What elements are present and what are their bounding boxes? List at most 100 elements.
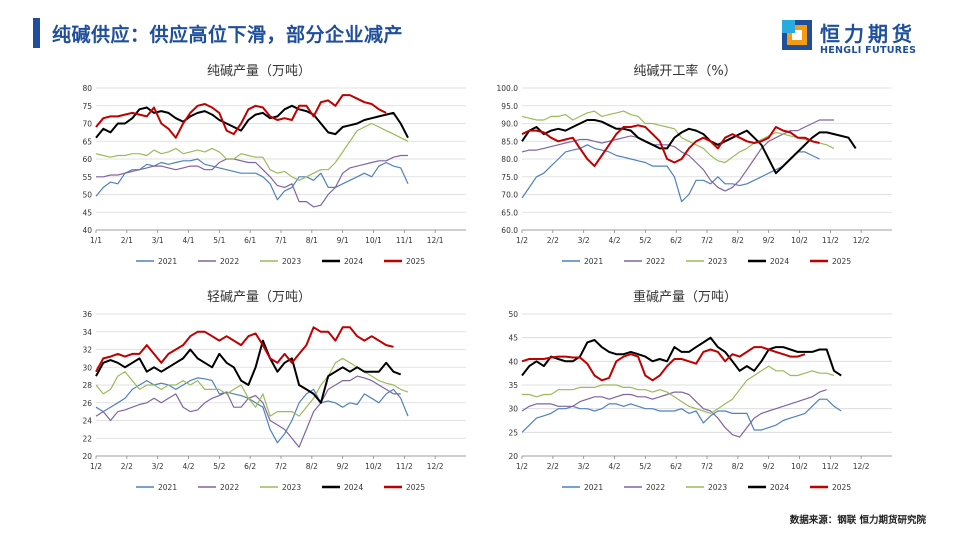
x-tick-label: 3/2	[152, 462, 164, 471]
x-tick-label: 2/1	[121, 236, 133, 245]
legend-label: 2025	[406, 257, 425, 266]
chart-panel-dense-soda: 重碱产量（万吨） 20 25 30 35 40 45 50 1/2 2/2 3/2 4/2 5/2 6/…	[470, 286, 900, 511]
legend-label: 2023	[282, 483, 301, 492]
series-line-2025	[521, 346, 806, 382]
legend-label: 2022	[220, 257, 239, 266]
x-tick-label: 1/2	[516, 236, 528, 245]
data-source-note: 数据来源：钢联 恒力期货研究院	[789, 515, 926, 526]
x-tick-label: 9/1	[337, 236, 349, 245]
chart-title: 纯碱产量（万吨）	[206, 64, 311, 79]
y-tick-label: 65	[82, 137, 92, 146]
series-line-2025	[95, 94, 387, 139]
y-tick-label: 45	[82, 208, 92, 217]
x-tick-label: 8/2	[732, 462, 744, 471]
series-line-2021	[521, 144, 820, 203]
x-tick-label: 12/2	[427, 462, 444, 471]
legend-label: 2021	[584, 257, 603, 266]
chart-operating-rate: 60.0 65.0 70.0 75.0 80.0 85.0 90.0 95.0 100.0 1/2…	[497, 84, 892, 266]
legend-label: 2022	[646, 483, 665, 492]
y-tick-label: 20	[82, 452, 92, 461]
x-tick-label: 11/1	[396, 236, 413, 245]
y-tick-label: 75.0	[501, 173, 518, 182]
y-tick-label: 80	[82, 84, 92, 93]
logo-mark-icon	[782, 20, 812, 50]
x-tick-label: 3/2	[578, 236, 590, 245]
x-tick-label: 2/2	[547, 462, 559, 471]
x-tick-label: 11/2	[822, 236, 839, 245]
y-tick-label: 40	[82, 226, 92, 235]
x-tick-label: 1/1	[90, 236, 102, 245]
chart-title: 轻碱产量（万吨）	[206, 290, 311, 305]
series-line-2022	[95, 375, 401, 448]
x-tick-label: 9/2	[763, 236, 775, 245]
y-tick-label: 75	[82, 102, 92, 111]
y-tick-label: 80.0	[501, 155, 518, 164]
x-tick-label: 5/1	[213, 236, 225, 245]
series-line-2024	[521, 336, 842, 377]
legend-label: 2023	[708, 483, 727, 492]
y-tick-label: 20	[508, 452, 518, 461]
x-tick-label: 5/2	[213, 462, 225, 471]
x-tick-label: 4/2	[182, 462, 194, 471]
y-tick-label: 30	[82, 363, 92, 372]
x-tick-label: 5/2	[639, 462, 651, 471]
legend-label: 2022	[646, 257, 665, 266]
legend-label: 2023	[708, 257, 727, 266]
series-line-2021	[95, 377, 409, 444]
x-tick-label: 12/2	[853, 236, 870, 245]
x-tick-label: 6/2	[244, 462, 256, 471]
legend-label: 2021	[158, 483, 177, 492]
y-tick-label: 22	[82, 434, 92, 443]
y-tick-label: 25	[508, 428, 518, 437]
logo-name-en: HENGLI FUTURES	[820, 45, 917, 56]
x-tick-label: 12/1	[427, 236, 444, 245]
x-tick-label: 10/2	[365, 462, 382, 471]
legend-label: 2023	[282, 257, 301, 266]
y-tick-label: 26	[82, 399, 92, 408]
series-line-2025	[95, 326, 394, 373]
legend-label: 2024	[770, 483, 789, 492]
x-tick-label: 8/2	[732, 236, 744, 245]
series-line-2024	[521, 119, 857, 175]
chart-title: 重碱产量（万吨）	[632, 290, 737, 305]
y-tick-label: 70	[82, 120, 92, 129]
y-tick-label: 50	[82, 191, 92, 200]
legend-label: 2021	[158, 257, 177, 266]
x-tick-label: 7/2	[275, 462, 287, 471]
x-tick-label: 2/2	[121, 462, 133, 471]
x-tick-label: 8/1	[306, 236, 318, 245]
y-tick-label: 60	[82, 155, 92, 164]
series-line-2021	[521, 398, 842, 433]
chart-soda-ash-output: 40 45 50 55 60 65 70 75 80 1/1 2/1 3/1 4/1 5/1 6/1 7/1 8…	[82, 84, 466, 266]
y-tick-label: 40	[508, 357, 518, 366]
y-tick-label: 34	[82, 328, 92, 337]
y-tick-label: 55	[82, 173, 92, 182]
y-tick-label: 100.0	[497, 84, 519, 93]
legend-label: 2024	[344, 257, 363, 266]
x-tick-label: 3/2	[578, 462, 590, 471]
legend-label: 2024	[770, 257, 789, 266]
x-tick-label: 1/2	[90, 462, 102, 471]
series-line-2022	[521, 389, 827, 438]
series-line-2023	[95, 357, 409, 417]
y-tick-label: 30	[508, 405, 518, 414]
x-tick-label: 5/2	[639, 236, 651, 245]
series-line-2023	[522, 365, 835, 415]
title-accent-bar	[33, 18, 40, 48]
legend-label: 2021	[584, 483, 603, 492]
x-tick-label: 10/2	[791, 462, 808, 471]
series-line-2022	[96, 154, 408, 208]
x-tick-label: 4/2	[608, 462, 620, 471]
y-tick-label: 70.0	[501, 191, 518, 200]
y-tick-label: 24	[82, 417, 92, 426]
series-line-2024	[95, 104, 409, 139]
series-line-2024	[95, 339, 402, 404]
x-tick-label: 7/2	[701, 236, 713, 245]
series-line-2025	[521, 124, 820, 168]
logo-name-cn: 恒力期货	[820, 22, 916, 46]
legend-label: 2025	[832, 483, 851, 492]
chart-panel-operating-rate: 纯碱开工率（%） 60.0 65.0 70.0 75.0 80.0 85.0 90.0 95.…	[470, 60, 900, 285]
x-tick-label: 11/2	[396, 462, 413, 471]
